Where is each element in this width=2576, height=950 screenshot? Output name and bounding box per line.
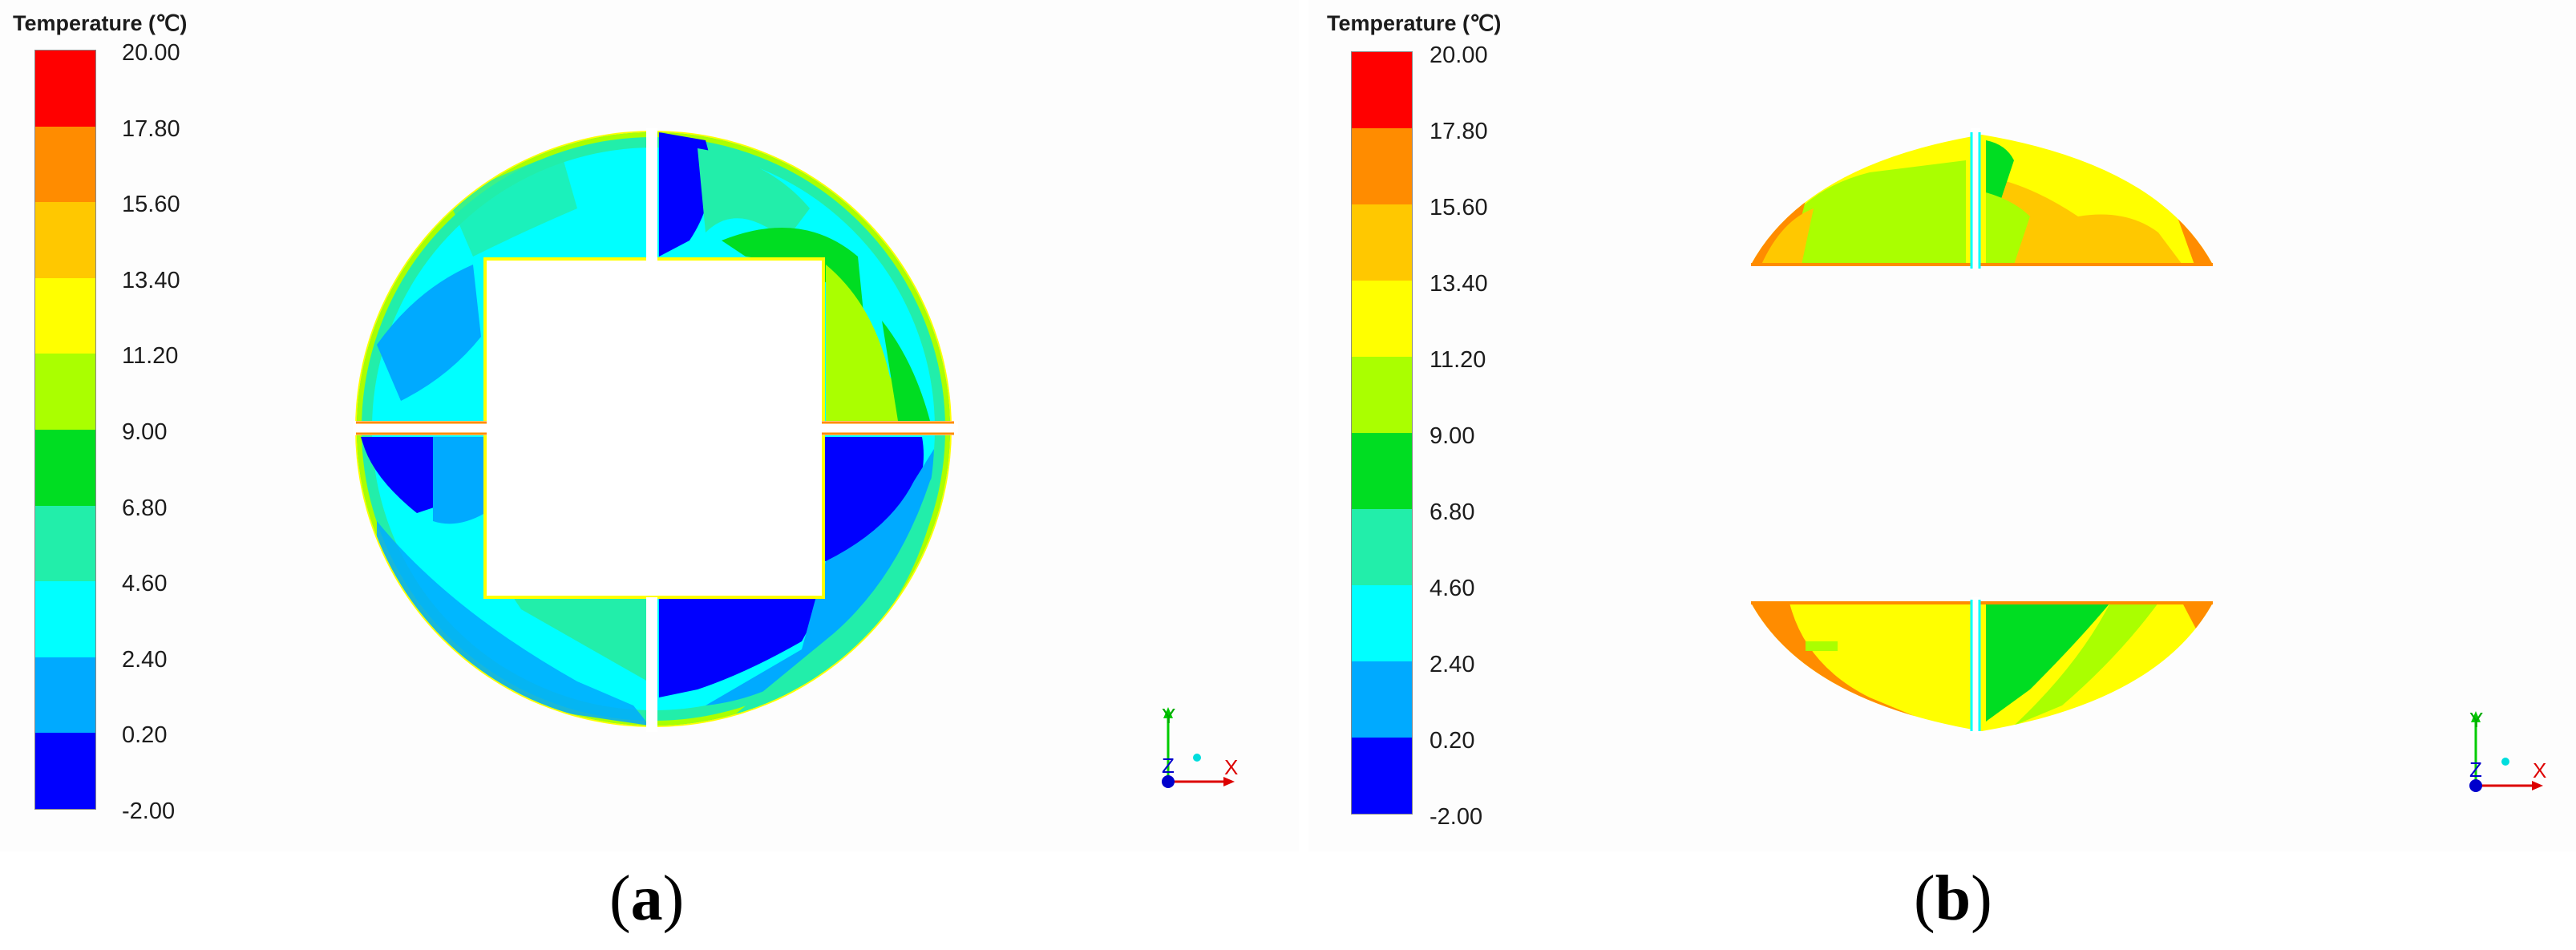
vertical-slit-top	[646, 128, 657, 261]
horizontal-slit-right	[822, 421, 958, 435]
axis-label-y: Y	[2469, 708, 2483, 732]
bottom-segment	[1751, 603, 2213, 731]
caption-a: (a)	[609, 863, 685, 934]
temperature-contour-plot-a: Y X Z	[353, 128, 1238, 788]
colorbar-band	[35, 202, 95, 278]
colorbar-band	[1352, 204, 1412, 281]
colorbar-tick-label: 17.80	[122, 115, 180, 142]
axes-triad-b: Y X Z	[2469, 708, 2546, 792]
vertical-slit-bottom	[1971, 597, 1980, 734]
colorbar-band	[35, 126, 95, 203]
colorbar-tick-label: 13.40	[1430, 271, 1488, 297]
colorbar-band	[1352, 585, 1412, 661]
colorbar-tick-label: 13.40	[122, 267, 180, 293]
temperature-contour-plot-b: Y X Z	[1751, 128, 2546, 792]
colorbar-tick-label: 2.40	[1430, 652, 1475, 677]
colorbar-tick-label: 4.60	[1430, 576, 1475, 601]
colorbar-tick-label: -2.00	[1430, 804, 1483, 830]
axis-label-y: Y	[1162, 704, 1175, 728]
colorbar-tick-label: 11.20	[122, 343, 179, 370]
colorbar-tick-label: 2.40	[122, 646, 168, 673]
axis-label-z: Z	[2469, 758, 2482, 782]
colorbar-tick-label: 15.60	[122, 192, 180, 218]
caption-b: (b)	[1914, 863, 1992, 934]
colorbar-tick-label: 17.80	[1430, 119, 1488, 144]
colorbar-tick-label: 15.60	[1430, 195, 1488, 220]
colorbar-band	[1352, 509, 1412, 585]
colorbar-band	[35, 581, 95, 657]
colorbar-tick-label: 20.00	[122, 40, 180, 66]
temperature-colorbar	[1351, 51, 1413, 815]
colorbar-band	[35, 429, 95, 506]
temperature-colorbar	[34, 50, 96, 810]
colorbar-tick-label: -2.00	[122, 798, 176, 824]
colorbar-band	[1352, 738, 1412, 814]
top-segment	[1751, 135, 2213, 265]
colorbar-tick-label: 9.00	[1430, 423, 1475, 449]
colorbar-band	[1352, 357, 1412, 433]
vertical-slit-top	[1971, 128, 1980, 269]
colorbar-tick-label: 9.00	[122, 419, 168, 445]
central-square-opening	[483, 257, 825, 599]
colorbar-tick-label: 4.60	[122, 571, 168, 597]
horizontal-slit-left	[353, 421, 487, 435]
colorbar-band	[35, 51, 95, 127]
panel-a: Temperature (℃) 20.00 17.80 15.60 13.40 11.2…	[0, 0, 1299, 934]
colorbar-band	[1352, 52, 1412, 128]
colorbar-band	[35, 354, 95, 430]
colorbar-band	[1352, 433, 1412, 509]
colorbar-band	[35, 657, 95, 734]
colorbar-tick-label: 6.80	[122, 495, 168, 521]
colorbar-tick-label: 6.80	[1430, 499, 1475, 525]
colorbar-band	[35, 277, 95, 354]
colorbar-tick-label: 0.20	[1430, 728, 1475, 754]
axis-label-x: X	[1224, 755, 1238, 779]
panel-b: Temperature (℃) 20.00 17.80 15.60 13.40 11.2…	[1308, 0, 2576, 934]
colorbar-band	[1352, 281, 1412, 357]
colorbar-band	[1352, 661, 1412, 738]
legend-title: Temperature (℃)	[1327, 11, 1502, 35]
colorbar-tick-label: 0.20	[122, 722, 168, 749]
colorbar-band	[35, 505, 95, 582]
vertical-slit-bottom	[646, 597, 657, 732]
colorbar-band	[35, 733, 95, 809]
axes-triad-a: Y X Z	[1162, 704, 1238, 788]
colorbar-tick-label: 11.20	[1430, 347, 1486, 373]
legend-title: Temperature (℃)	[13, 11, 188, 35]
colorbar-band	[1352, 128, 1412, 204]
axis-label-x: X	[2533, 758, 2546, 782]
axis-label-z: Z	[1162, 754, 1175, 778]
colorbar-tick-label: 20.00	[1430, 42, 1488, 68]
